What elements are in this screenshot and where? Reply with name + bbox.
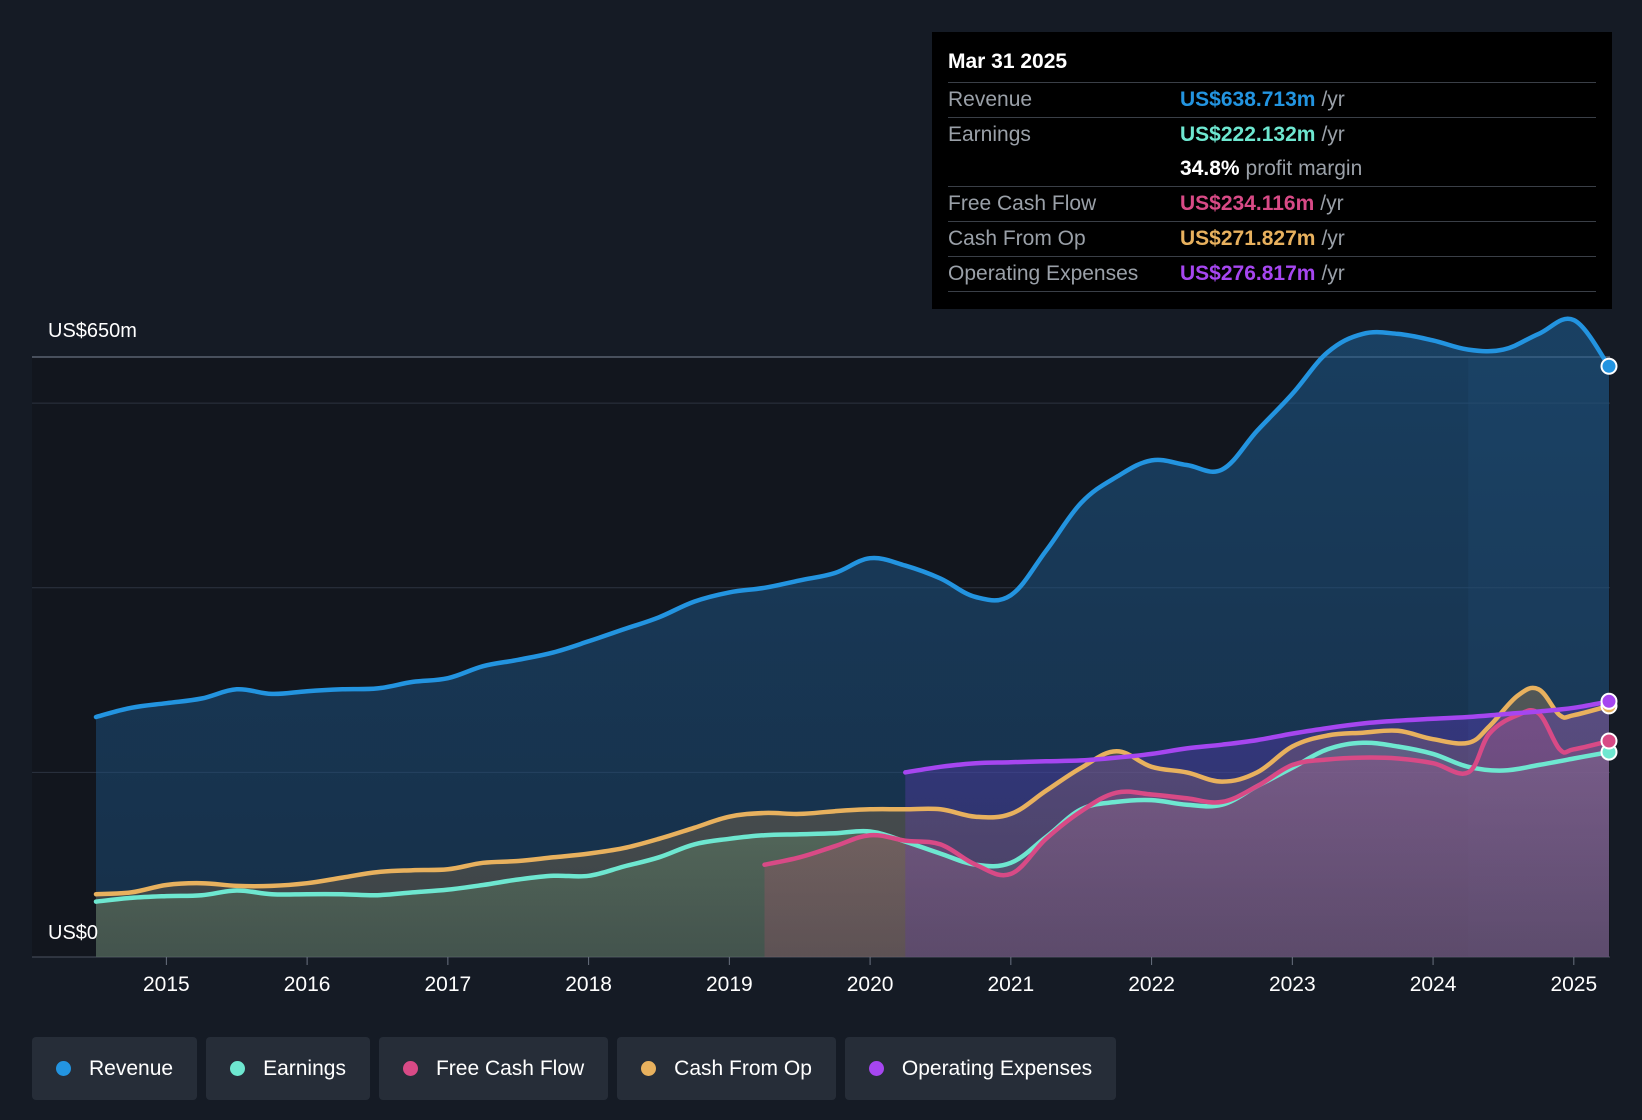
legend-label: Revenue: [89, 1056, 174, 1080]
tooltip-value: 34.8%: [1180, 157, 1240, 180]
tooltip-row-free-cash-flow: Free Cash Flow US$234.116m /yr: [948, 186, 1596, 221]
tooltip-value: US$271.827m: [1180, 227, 1316, 250]
tooltip-value: US$276.817m: [1180, 262, 1316, 285]
line-earnings: [93, 740, 1612, 904]
end-point-operating-expenses: [1600, 692, 1618, 710]
y-axis-top-label: US$650m: [48, 320, 137, 342]
x-tick-label: 2024: [1410, 973, 1457, 996]
legend-item-revenue[interactable]: Revenue: [32, 1037, 198, 1100]
legend-item-cash-from-op[interactable]: Cash From Op: [617, 1037, 836, 1100]
tooltip-label: Operating Expenses: [948, 262, 1139, 285]
tooltip-panel: Mar 31 2025 Revenue US$638.713m /yr Earn…: [932, 32, 1612, 309]
tooltip-unit: /yr: [1321, 262, 1345, 285]
x-tick-label: 2015: [143, 973, 190, 996]
tooltip-unit: profit margin: [1245, 157, 1363, 180]
line-operating-expenses: [903, 699, 1612, 775]
tooltip-label: Cash From Op: [948, 227, 1086, 250]
x-tick-label: 2016: [284, 973, 331, 996]
tooltip-unit: /yr: [1321, 88, 1345, 111]
tooltip-value: US$234.116m: [1180, 192, 1315, 215]
tooltip-label: Earnings: [948, 123, 1031, 146]
line-free-cash-flow: [762, 708, 1612, 878]
legend-dot-icon: [402, 1061, 418, 1076]
x-tick-label: 2025: [1550, 973, 1597, 996]
line-cash-from-op: [93, 685, 1612, 897]
tooltip-unit: /yr: [1321, 227, 1345, 250]
legend-dot-icon: [230, 1061, 246, 1076]
legend-label: Earnings: [263, 1056, 346, 1080]
line-revenue: [93, 316, 1612, 720]
legend-dot-icon: [868, 1061, 884, 1076]
tooltip-row-cash-from-op: Cash From Op US$271.827m /yr: [948, 221, 1596, 256]
tooltip-bottom-rule: [948, 291, 1596, 292]
x-tick-label: 2020: [847, 973, 894, 996]
legend-dot-icon: [56, 1061, 71, 1076]
tooltip-value: US$222.132m: [1180, 123, 1316, 146]
x-tick-label: 2017: [425, 973, 472, 996]
legend-label: Cash From Op: [674, 1056, 812, 1080]
tooltip-unit: /yr: [1320, 192, 1344, 215]
tooltip-label: Revenue: [948, 88, 1033, 111]
x-tick-label: 2021: [987, 973, 1034, 996]
x-tick-label: 2019: [706, 973, 753, 996]
tooltip-label: Free Cash Flow: [948, 192, 1097, 215]
legend-dot-icon: [641, 1061, 657, 1076]
tooltip-row-profit-margin: 34.8% profit margin: [948, 152, 1596, 186]
legend-label: Free Cash Flow: [435, 1056, 585, 1080]
x-tick-label: 2022: [1128, 973, 1175, 996]
tooltip-row-revenue: Revenue US$638.713m /yr: [948, 82, 1596, 117]
x-tick-label: 2018: [565, 973, 612, 996]
legend-item-earnings[interactable]: Earnings: [206, 1037, 370, 1100]
legend-item-operating-expenses[interactable]: Operating Expenses: [844, 1037, 1117, 1100]
tooltip-date: Mar 31 2025: [948, 50, 1068, 73]
tooltip-unit: /yr: [1321, 123, 1345, 146]
end-point-free-cash-flow: [1600, 732, 1618, 750]
tooltip-row-earnings: Earnings US$222.132m /yr: [948, 117, 1596, 152]
legend-item-free-cash-flow[interactable]: Free Cash Flow: [378, 1037, 609, 1100]
end-point-revenue: [1600, 357, 1618, 375]
legend: Revenue Earnings Free Cash Flow Cash Fro…: [32, 1037, 1117, 1100]
legend-label: Operating Expenses: [901, 1056, 1093, 1080]
tooltip-value: US$638.713m: [1180, 88, 1316, 111]
y-axis-bottom-label: US$0: [48, 922, 99, 944]
x-tick-label: 2023: [1269, 973, 1316, 996]
tooltip-row-operating-expenses: Operating Expenses US$276.817m /yr: [948, 256, 1596, 291]
